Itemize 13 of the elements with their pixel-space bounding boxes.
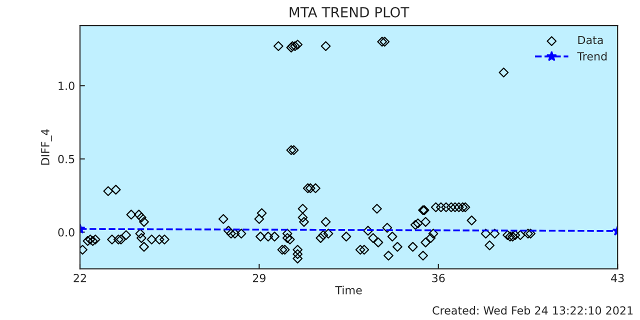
chart-title: MTA TREND PLOT xyxy=(290,6,410,18)
y-tick-label: 1.0 xyxy=(58,82,74,90)
y-tick-label: 0.5 xyxy=(58,154,74,164)
x-tick-label: 22 xyxy=(74,274,86,282)
legend-label: Data xyxy=(578,36,603,44)
x-tick-label: 43 xyxy=(611,274,624,282)
x-axis-title: Time xyxy=(335,286,362,294)
text: Created: Wed Feb 24 13:22:10 2021 xyxy=(432,306,633,315)
legend-label: Trend xyxy=(577,52,607,61)
x-tick-label: 36 xyxy=(432,274,445,282)
x-tick-label: 29 xyxy=(252,274,266,282)
y-tick-label: 0.0 xyxy=(58,228,74,237)
y-axis-title: DIFF_4 xyxy=(41,129,52,165)
